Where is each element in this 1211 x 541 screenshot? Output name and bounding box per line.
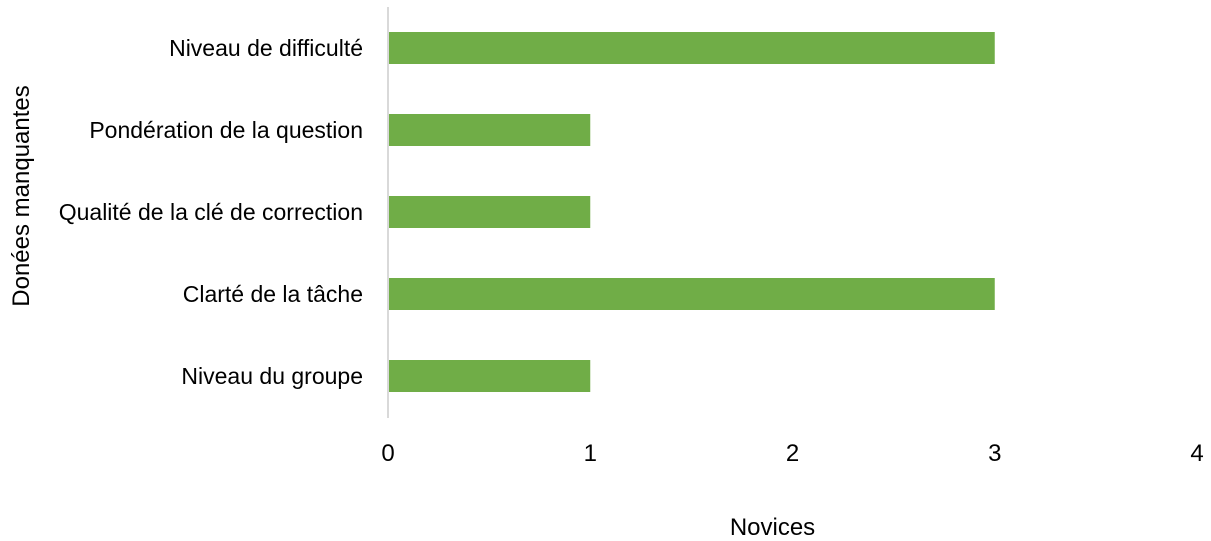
category-label: Niveau du groupe (181, 363, 363, 389)
category-label: Niveau de difficulté (169, 35, 363, 61)
x-tick-label: 3 (988, 440, 1001, 467)
category-label: Qualité de la clé de correction (59, 199, 363, 225)
x-tick-label: 0 (381, 440, 394, 467)
bars-group (388, 32, 995, 392)
x-tick-labels: 0 1 2 3 4 (381, 440, 1203, 467)
x-axis-title: Novices (730, 514, 815, 541)
bar (388, 196, 591, 228)
bar (388, 360, 591, 392)
category-label: Clarté de la tâche (183, 281, 363, 307)
x-tick-label: 4 (1190, 440, 1203, 467)
bar (388, 32, 995, 64)
x-tick-label: 2 (786, 440, 799, 467)
bar (388, 114, 591, 146)
category-label: Pondération de la question (89, 117, 363, 143)
category-labels: Niveau de difficulté Pondération de la qu… (59, 35, 363, 389)
bar (388, 278, 995, 310)
y-axis-title: Donées manquantes (8, 85, 35, 306)
x-tick-label: 1 (584, 440, 597, 467)
